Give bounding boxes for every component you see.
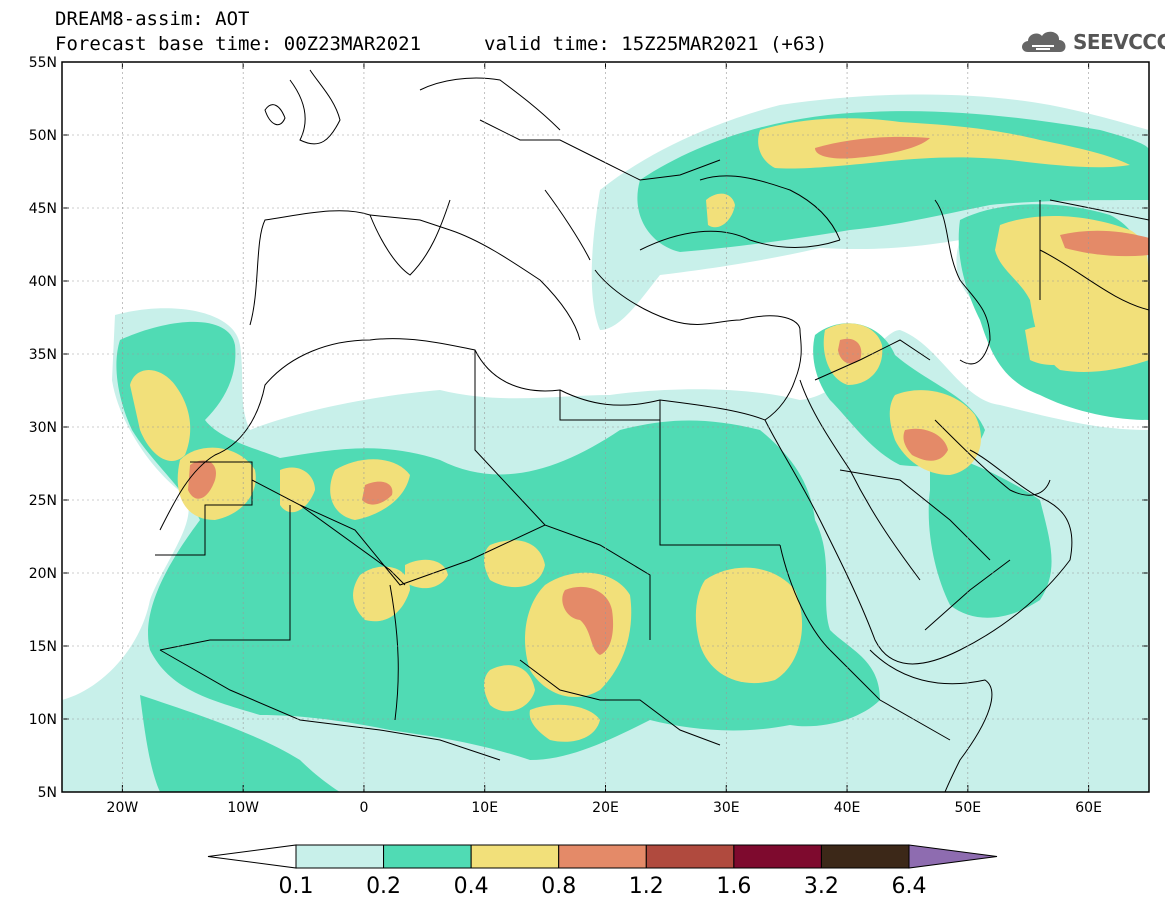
- colorbar-label: 0.8: [541, 874, 576, 899]
- colorbar-label: 1.6: [716, 874, 751, 899]
- lat-label: 45N: [29, 201, 57, 217]
- colorbar-label: 0.1: [279, 874, 314, 899]
- lat-label: 55N: [29, 55, 57, 71]
- cloud-icon: [1022, 31, 1066, 52]
- colorbar-label: 6.4: [892, 874, 927, 899]
- lon-label: 40E: [834, 800, 861, 816]
- lat-label: 50N: [29, 128, 57, 144]
- map-title: DREAM8-assim: AOT: [55, 8, 250, 30]
- lon-label: 50E: [954, 800, 981, 816]
- colorbar-swatch: [820, 844, 910, 869]
- lat-label: 35N: [29, 347, 57, 363]
- country-borders: [155, 69, 1149, 792]
- colorbar-right-arrow: [908, 844, 998, 869]
- colorbar-swatch: [295, 844, 385, 869]
- map-axes: 55N 50N 45N 40N 35N 30N 25N 20N 15N 10N 5N 20W 10W 0 1…: [29, 55, 1149, 816]
- seevccc-logo: SEEVCCC: [1018, 26, 1165, 56]
- lat-label: 5N: [38, 785, 57, 801]
- lon-label: 60E: [1075, 800, 1102, 816]
- colorbar-label: 0.4: [454, 874, 489, 899]
- aot-shading: [62, 94, 1149, 792]
- colorbar-legend: 0.1 0.2 0.4 0.8 1.2 1.6 3.2 6.4: [207, 844, 998, 899]
- colorbar-left-arrow: [207, 844, 297, 869]
- logo-text: SEEVCCC: [1073, 30, 1165, 54]
- colorbar-swatch: [558, 844, 647, 869]
- lat-label: 40N: [29, 274, 57, 290]
- lon-label: 20W: [107, 800, 139, 816]
- lat-label: 20N: [29, 566, 57, 582]
- aot-band-0.8: [188, 136, 1149, 655]
- lat-label: 10N: [29, 712, 57, 728]
- colorbar-swatch: [470, 844, 560, 869]
- lat-label: 15N: [29, 639, 57, 655]
- lon-label: 30E: [713, 800, 740, 816]
- colorbar-label: 3.2: [804, 874, 839, 899]
- lat-label: 25N: [29, 493, 57, 509]
- colorbar-swatch: [383, 844, 472, 869]
- lon-label: 10E: [471, 800, 498, 816]
- lon-label: 10W: [227, 800, 259, 816]
- colorbar-label: 1.2: [629, 874, 664, 899]
- colorbar-label: 0.2: [366, 874, 401, 899]
- lon-label: 20E: [592, 800, 619, 816]
- colorbar-swatch: [733, 844, 822, 869]
- lon-label: 0: [359, 800, 368, 816]
- valid-time: valid time: 15Z25MAR2021 (+63): [484, 33, 828, 55]
- lat-label: 30N: [29, 420, 57, 436]
- forecast-base-time: Forecast base time: 00Z23MAR2021: [55, 33, 422, 55]
- colorbar-swatch: [645, 844, 735, 869]
